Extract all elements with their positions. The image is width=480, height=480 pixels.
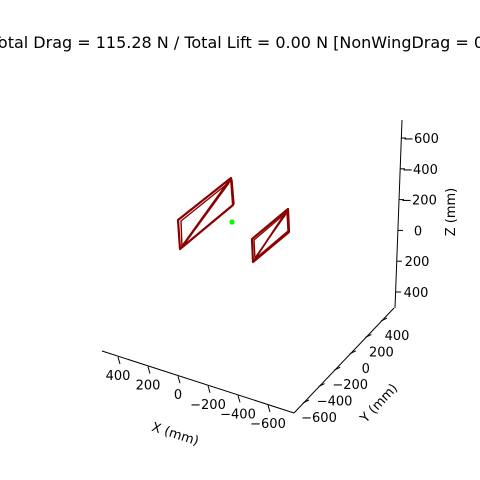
z-tick-label: −400 xyxy=(402,163,438,178)
reference-point xyxy=(229,219,235,225)
y-tick-label: −400 xyxy=(317,395,353,410)
z-axis-line xyxy=(394,119,403,309)
y-tick-mark xyxy=(318,383,325,388)
y-tick-label: 200 xyxy=(369,345,394,360)
x-tick-label: −400 xyxy=(220,407,256,422)
x-tick-label: −600 xyxy=(250,417,286,432)
z-tick-label: −600 xyxy=(403,132,439,147)
z-axis: −600 −400 −200 0 200 400 Z (mm) xyxy=(394,119,459,309)
y-tick-mark xyxy=(365,333,372,338)
x-tick-label: −200 xyxy=(190,398,226,413)
y-tick-label: −200 xyxy=(332,378,368,393)
y-tick-label: 0 xyxy=(362,362,370,377)
x-axis-title: X (mm) xyxy=(150,420,201,449)
x-axis-line xyxy=(101,350,295,414)
chart-title: Total Drag = 115.28 N / Total Lift = 0.0… xyxy=(0,33,480,52)
left-panel xyxy=(176,176,235,251)
right-panel xyxy=(250,207,291,264)
x-tick-mark xyxy=(147,366,151,374)
y-tick-mark xyxy=(333,366,341,371)
z-tick-label: 0 xyxy=(414,224,422,239)
y-axis-line xyxy=(293,307,395,414)
y-tick-label: 400 xyxy=(385,329,410,344)
z-axis-title: Z (mm) xyxy=(444,188,459,237)
y-tick-mark xyxy=(302,399,310,404)
x-axis: 400 200 0 −200−400−600 X (mm) xyxy=(101,350,295,449)
y-tick-label: −600 xyxy=(301,411,337,426)
x-tick-mark xyxy=(177,376,181,384)
z-tick-label: 400 xyxy=(404,286,429,301)
y-tick-mark xyxy=(380,317,388,322)
x-tick-mark xyxy=(117,356,121,365)
x-tick-label: 0 xyxy=(174,388,182,403)
x-tick-mark xyxy=(267,404,271,413)
x-tick-label: 400 xyxy=(106,369,131,384)
x-tick-mark xyxy=(207,385,211,393)
y-tick-mark xyxy=(349,350,357,355)
z-tick-label: −200 xyxy=(401,194,437,209)
x-tick-mark xyxy=(237,395,241,403)
z-tick-label: 200 xyxy=(405,255,430,270)
x-tick-label: 200 xyxy=(136,379,161,394)
